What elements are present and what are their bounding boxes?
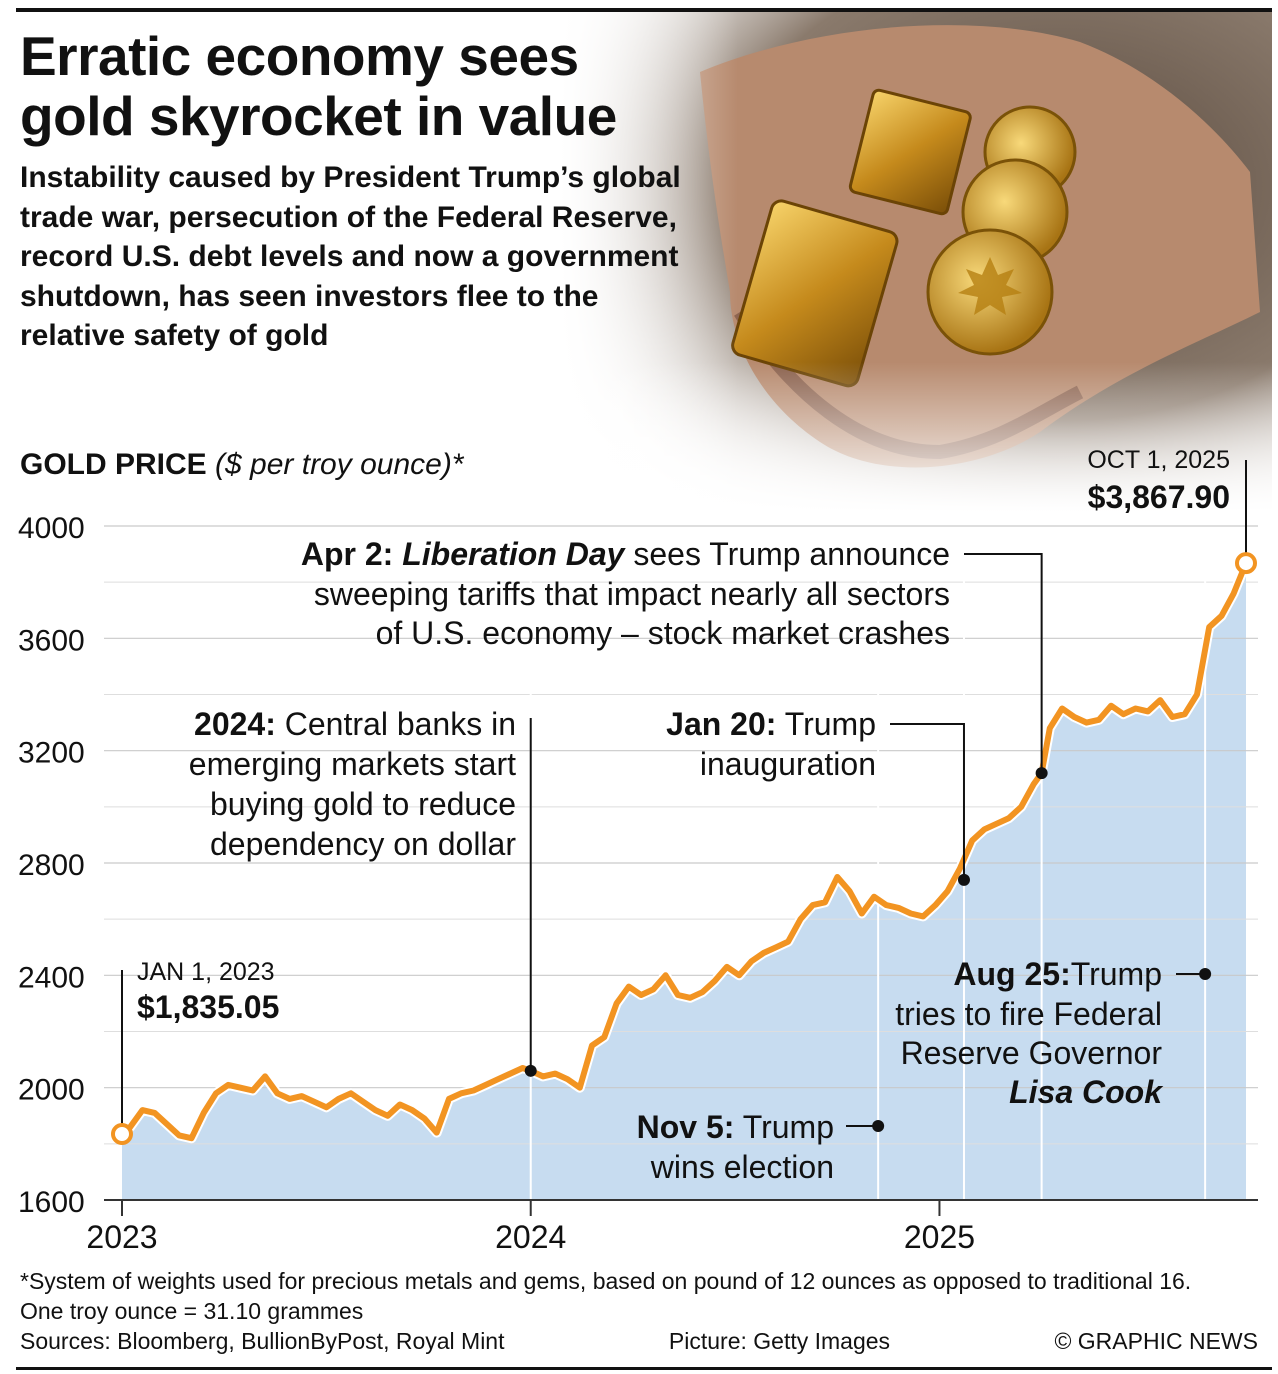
apr2-label-line: sweeping tariffs that impact nearly all … [314, 576, 950, 612]
end-value-label: $3,867.90 [1088, 479, 1230, 515]
cb2024-label-line-run: Central banks in [276, 706, 516, 742]
gold-photo [560, 12, 1272, 512]
nov5-marker [872, 1120, 885, 1132]
aug25-label-line: Lisa Cook [1009, 1074, 1164, 1110]
aug25-label-line: Aug 25:Trump [953, 956, 1162, 992]
nov5-label-line-run: Trump [734, 1109, 834, 1145]
bottom-rule [16, 1367, 1272, 1370]
jan20-label-line-run: Trump [776, 706, 876, 742]
jan20-label-line: inauguration [700, 746, 876, 782]
apr2-label-line: of U.S. economy – stock market crashes [376, 615, 950, 651]
y-tick-label: 4000 [18, 512, 85, 545]
apr2-label-line-run: sees Trump announce [624, 536, 950, 572]
chart-heading: GOLD PRICE ($ per troy ounce)* [20, 448, 463, 482]
chart-heading-units: ($ per troy ounce)* [215, 448, 464, 481]
cb2024-label-line: 2024: Central banks in [194, 706, 516, 742]
footnote: *System of weights used for precious met… [20, 1268, 1192, 1324]
aug25-label-line: tries to fire Federal [895, 996, 1162, 1032]
cb2024-label-line: buying gold to reduce [210, 786, 516, 822]
headline: Erratic economy sees gold skyrocket in v… [20, 26, 617, 146]
y-tick-label: 3600 [18, 624, 85, 657]
jan20-leader [890, 723, 965, 880]
aug25-label-line-run: Trump [1071, 956, 1162, 992]
cb2024-label-line: emerging markets start [189, 746, 516, 782]
credits-row: Sources: Bloomberg, BullionByPost, Royal… [20, 1328, 1258, 1355]
price-area [122, 563, 1246, 1200]
apr2-leader [964, 553, 1043, 774]
start-date-label: JAN 1, 2023 [137, 958, 275, 986]
headline-line-2: gold skyrocket in value [20, 85, 617, 147]
end-marker [1235, 552, 1257, 575]
cb2024-marker [524, 1064, 537, 1077]
cb2024-label-line-run: 2024: [194, 706, 276, 742]
picture-credit: Picture: Getty Images [668, 1328, 891, 1354]
x-tick-label: 2023 [86, 1219, 157, 1255]
start-value-label: $1,835.05 [137, 989, 279, 1025]
end-date-label: OCT 1, 2025 [1087, 446, 1230, 474]
apr2-label-line: Apr 2: Liberation Day sees Trump announc… [301, 536, 950, 572]
y-tick-label: 2000 [18, 1074, 85, 1107]
x-tick-label: 2024 [495, 1219, 566, 1255]
y-tick-label: 2400 [18, 961, 85, 994]
y-tick-label: 2800 [18, 849, 85, 882]
copyright: © GRAPHIC NEWS [1054, 1328, 1258, 1354]
cb2024-label-line: dependency on dollar [210, 826, 516, 862]
nov5-label-line: Nov 5: Trump [637, 1109, 834, 1145]
sources: Sources: Bloomberg, BullionByPost, Royal… [20, 1328, 505, 1354]
jan20-label-line: Jan 20: Trump [666, 706, 876, 742]
headline-line-1: Erratic economy sees [20, 25, 579, 87]
aug25-marker [1199, 968, 1212, 980]
aug25-label-line: Reserve Governor [901, 1035, 1163, 1071]
y-tick-label: 1600 [18, 1186, 85, 1219]
apr2-marker [1035, 767, 1048, 780]
price-line [120, 561, 1249, 1142]
apr2-label-line-run: Liberation Day [402, 536, 626, 572]
x-tick-label: 2025 [904, 1219, 975, 1255]
subtitle: Instability caused by President Trump’s … [20, 161, 681, 352]
jan20-label-line-run: Jan 20: [666, 706, 776, 742]
nov5-label-line-run: Nov 5: [637, 1109, 735, 1145]
nov5-label-line: wins election [650, 1149, 834, 1185]
jan20-marker [957, 873, 970, 886]
apr2-label-line-run: Apr 2: [301, 536, 402, 572]
y-tick-label: 3200 [18, 737, 85, 770]
chart-heading-bold: GOLD PRICE [20, 448, 207, 481]
start-marker [111, 1122, 133, 1145]
aug25-label-line-run: Aug 25: [953, 956, 1070, 992]
top-rule [16, 8, 1272, 12]
